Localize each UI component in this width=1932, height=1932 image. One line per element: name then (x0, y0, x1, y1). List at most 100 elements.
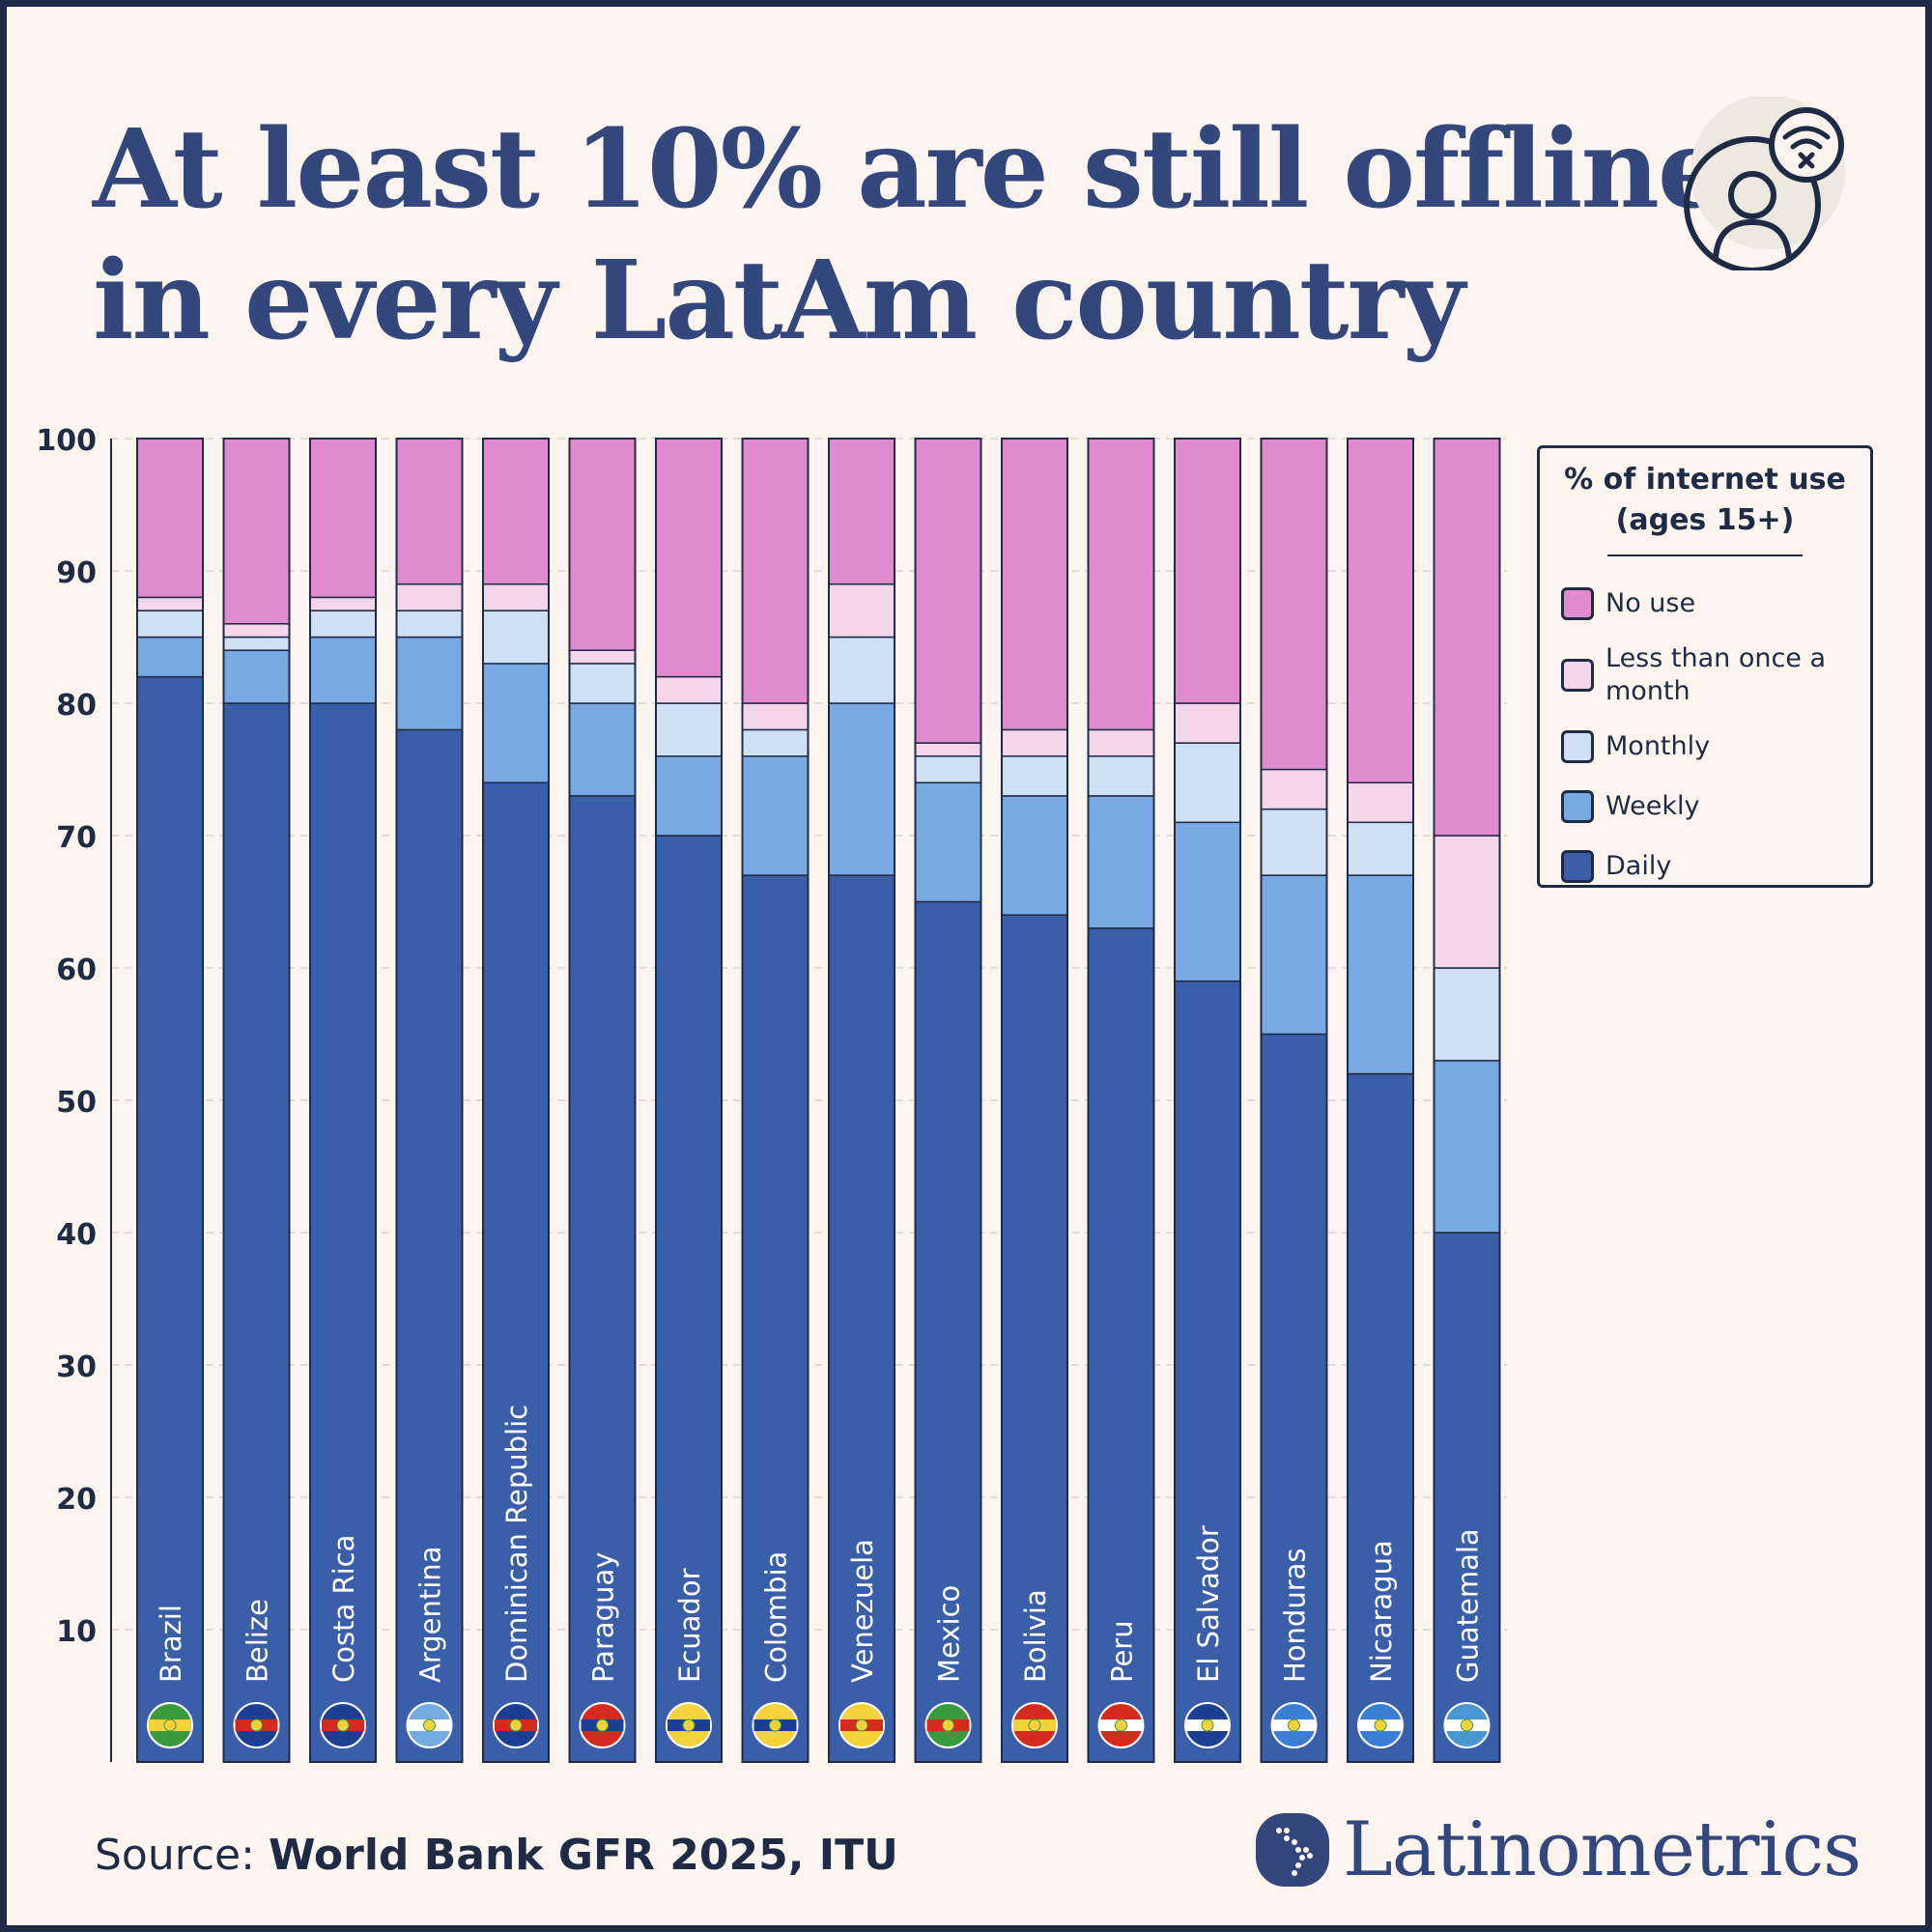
bar-segment-monthly (1001, 755, 1068, 797)
country-label: Paraguay (587, 1552, 620, 1683)
bar-segment-daily (1001, 914, 1068, 1763)
country-label: El Salvador (1192, 1525, 1225, 1683)
stacked-bar-chart: 10 20 30 40 50 60 70 80 90 100 Brazil Belize Costa R… (36, 424, 1507, 1763)
flag-emblem (1461, 1719, 1473, 1732)
flag-emblem (942, 1719, 954, 1732)
bar-segment-weekly (741, 755, 810, 876)
bar-outline (1001, 438, 1068, 1763)
bar-segment-weekly (1433, 1060, 1501, 1234)
source-prefix: Source: (95, 1831, 269, 1880)
bar-outline (1433, 438, 1501, 1763)
y-tick-label: 20 (56, 1483, 97, 1517)
bar-segment-no-use (828, 438, 895, 585)
flag-emblem (855, 1719, 868, 1732)
bar-outline (1174, 438, 1241, 1763)
bar-segment-weekly (1260, 874, 1328, 1036)
latam-map-logo-icon (1256, 1813, 1329, 1887)
country-label: Nicaragua (1365, 1540, 1398, 1683)
country-label: Brazil (155, 1605, 187, 1683)
bar-segment-weekly (395, 636, 464, 731)
bar-segment-daily (1174, 980, 1241, 1763)
bar-segment-monthly (1087, 755, 1155, 797)
bar-segment-no-use (1260, 438, 1328, 771)
bar-segment-less-than-once-a-month (914, 742, 982, 757)
bar-segment-less-than-once-a-month (1347, 781, 1414, 824)
title-line-1: At least 10% are still offline (93, 106, 1726, 233)
brand-name: Latinometrics (1343, 1806, 1861, 1893)
flag-emblem (682, 1719, 696, 1732)
legend-item: Weekly (1561, 777, 1870, 837)
bar-segment-weekly (914, 781, 982, 903)
bar-outline (136, 438, 204, 1763)
bar-segment-monthly (568, 663, 637, 704)
legend-item: Less than once a month (1561, 634, 1870, 717)
bar-segment-no-use (1433, 438, 1501, 837)
country-label: Peru (1106, 1620, 1139, 1683)
bar-segment-less-than-once-a-month (1260, 768, 1328, 810)
bar-segment-less-than-once-a-month (655, 675, 723, 704)
bar-segment-no-use (395, 438, 464, 585)
flag-emblem (596, 1719, 609, 1732)
legend-label: Weekly (1605, 791, 1700, 821)
legend-label: Monthly (1605, 731, 1711, 761)
page-title: At least 10% are still offline in every … (93, 104, 1726, 367)
bar-segment-no-use (1174, 438, 1241, 704)
bar-segment-no-use (482, 438, 550, 585)
bar-segment-weekly (828, 702, 895, 876)
legend-label: Daily (1605, 851, 1672, 881)
bar-segment-less-than-once-a-month (482, 582, 550, 611)
y-tick-label: 30 (56, 1350, 97, 1384)
bar-segment-weekly (222, 649, 291, 704)
bar-segment-monthly (1347, 821, 1414, 876)
legend-label: Less than once a month (1605, 643, 1827, 706)
flag-emblem (423, 1719, 436, 1732)
bar-segment-monthly (1433, 967, 1501, 1062)
bar-segment-monthly (482, 610, 550, 665)
bar-segment-monthly (1174, 742, 1241, 824)
bar-segment-weekly (655, 755, 723, 837)
flag-emblem (336, 1719, 350, 1732)
bar-segment-daily (568, 795, 637, 1763)
flag-emblem (1374, 1719, 1387, 1732)
bar-segment-less-than-once-a-month (1433, 835, 1501, 969)
bar-outline (309, 438, 377, 1763)
y-tick-label: 50 (56, 1086, 97, 1120)
bar-segment-monthly (222, 636, 291, 651)
legend-item: Monthly (1561, 717, 1870, 777)
legend-swatch (1561, 587, 1594, 620)
country-label: Belize (242, 1599, 274, 1683)
legend-title-line-1: % of internet use (1564, 463, 1846, 497)
country-label: Mexico (933, 1585, 966, 1683)
y-tick-label: 40 (56, 1218, 97, 1252)
bar-segment-monthly (309, 610, 377, 639)
y-tick-label: 10 (56, 1615, 97, 1649)
flag-emblem (1288, 1719, 1300, 1732)
legend-swatch (1561, 730, 1594, 763)
legend-divider (1607, 554, 1803, 556)
bar-segment-less-than-once-a-month (309, 596, 377, 611)
bar-outline (1347, 438, 1414, 1763)
y-tick-label: 80 (56, 689, 97, 723)
legend-title-line-2: (ages 15+) (1615, 503, 1795, 537)
flag-emblem (163, 1719, 177, 1732)
legend-item: Daily (1561, 837, 1870, 896)
bar-segment-weekly (568, 702, 637, 797)
bar-outline (828, 438, 895, 1763)
bar-segment-less-than-once-a-month (222, 623, 291, 639)
bar-segment-less-than-once-a-month (828, 582, 895, 639)
flag-emblem (1201, 1719, 1214, 1732)
y-tick-label: 60 (56, 953, 97, 987)
country-label: Ecuador (673, 1568, 706, 1683)
title-line-2: in every LatAm country (93, 238, 1465, 364)
bar-segment-no-use (655, 438, 723, 678)
bar-segment-weekly (136, 636, 204, 678)
bar-segment-less-than-once-a-month (568, 649, 637, 665)
flag-emblem (1028, 1719, 1041, 1732)
y-tick-label: 90 (56, 556, 97, 590)
bar-segment-weekly (309, 636, 377, 704)
bar-segment-no-use (136, 438, 204, 599)
legend-swatch (1561, 659, 1594, 692)
flag-emblem (509, 1719, 523, 1732)
country-label: Guatemala (1452, 1528, 1485, 1683)
bar-segment-no-use (568, 438, 637, 651)
